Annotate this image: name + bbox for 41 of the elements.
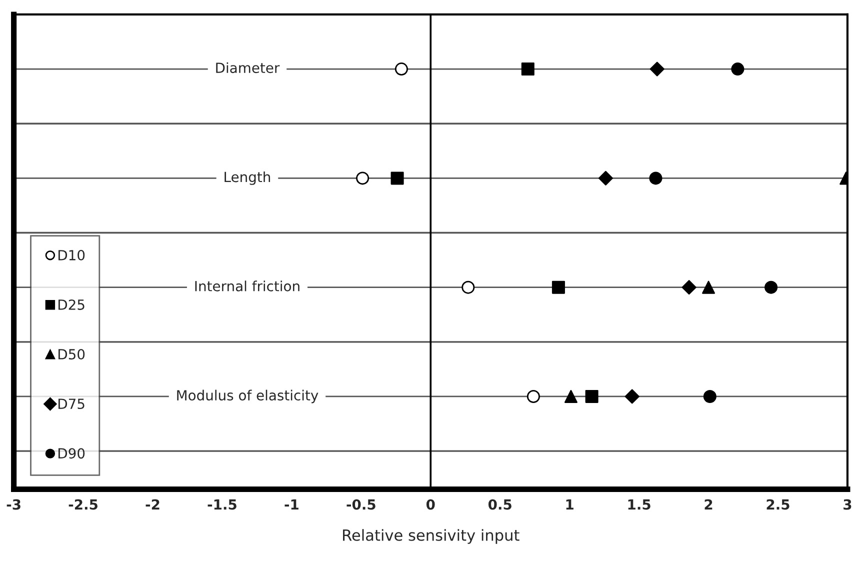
point [462, 280, 475, 294]
point [624, 389, 640, 404]
y-tick-label: Modulus of elasticity [177, 390, 318, 404]
x-tick-label: 2 [704, 499, 712, 510]
y-tick-label: Internal friction [195, 280, 300, 292]
x-tick-label: 0.5 [488, 499, 512, 510]
x-tick-label: -0.5 [346, 499, 376, 510]
y-tick-label: Diameter [216, 62, 280, 74]
y-tick-label: Length [224, 171, 270, 185]
x-tick-label: 2.5 [766, 499, 790, 510]
point [564, 390, 578, 403]
point [356, 172, 370, 185]
x-tick-label: -1.5 [208, 499, 236, 510]
point [731, 62, 744, 76]
legend-label: D10 [58, 250, 85, 260]
point [650, 62, 664, 76]
x-tick-label: -2.5 [68, 499, 98, 510]
x-tick-label: -2 [146, 499, 160, 510]
point [649, 172, 662, 185]
legend-label: D90 [58, 448, 85, 459]
x-tick-label: 1 [566, 499, 574, 510]
legend-label: D75 [58, 398, 84, 410]
point [598, 170, 613, 186]
point [682, 280, 696, 295]
point [703, 390, 716, 403]
legend-label: D25 [58, 299, 84, 310]
point [702, 280, 716, 294]
point [394, 62, 408, 76]
x-tick-label: 1.5 [628, 499, 650, 510]
x-tick-label: -3 [6, 499, 20, 510]
point [552, 280, 565, 294]
point [585, 390, 598, 403]
point [764, 280, 778, 294]
x-tick-label: 0 [426, 499, 435, 510]
point [526, 390, 540, 403]
legend-label: D50 [58, 348, 85, 360]
x-tick-label: 3 [844, 499, 852, 510]
point [390, 172, 404, 185]
x-tick-label: -1 [284, 499, 298, 510]
point [521, 62, 534, 76]
x-axis-title: Relative sensivity input [343, 529, 520, 544]
